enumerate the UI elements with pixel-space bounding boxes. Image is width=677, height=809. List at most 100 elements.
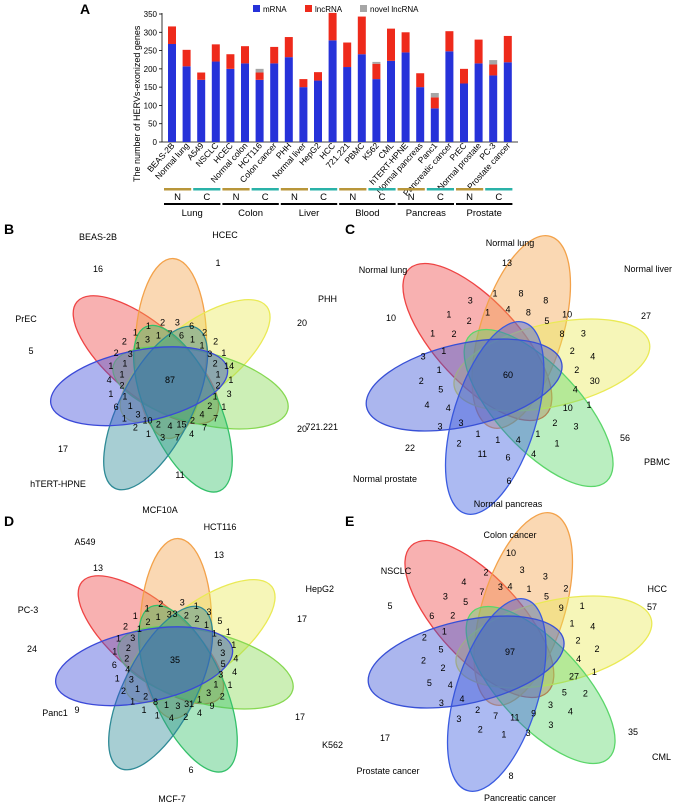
bar-mrna: [416, 87, 425, 142]
venn-region-count: 6: [505, 453, 510, 463]
venn-region-count: 1: [586, 400, 591, 410]
venn-region-count: 11: [478, 449, 487, 459]
y-tick-label: 300: [144, 28, 158, 37]
venn-region-count: 1: [142, 705, 147, 715]
venn-region-count: 2: [421, 656, 426, 666]
y-tick-label: 250: [144, 47, 158, 56]
venn-center-count: 87: [165, 375, 175, 385]
venn-unique-count: 57: [647, 602, 657, 612]
venn-region-count: 2: [184, 610, 189, 620]
venn-region-count: 1: [197, 695, 202, 705]
venn-region-count: 1: [501, 729, 506, 739]
venn-set-shape: [367, 615, 565, 709]
venn-set-label: hTERT-HPNE: [30, 479, 86, 489]
bar-mrna: [474, 63, 483, 142]
bar-lncrna: [343, 42, 352, 68]
normal-group-bar: [339, 188, 367, 191]
bar-mrna: [343, 67, 352, 142]
venn-set-shape: [444, 321, 545, 515]
bar-lncrna: [270, 46, 279, 64]
venn-region-count: 1: [122, 359, 127, 369]
venn-region-count: 5: [217, 616, 222, 626]
group-label: Lung: [182, 208, 203, 219]
venn-set-label: Pancreatic cancer: [484, 793, 556, 803]
venn-set-shape: [471, 235, 572, 429]
venn-region-count: 1: [190, 334, 195, 344]
panel-letter: C: [345, 221, 355, 237]
venn-region-count: 2: [419, 376, 424, 386]
venn-region-count: 2: [123, 621, 128, 631]
venn-set-label: PHH: [318, 294, 337, 304]
bar-lncrna: [328, 12, 337, 41]
venn-region-count: 2: [122, 337, 127, 347]
panel-letter: E: [345, 513, 354, 529]
venn-region-count: 2: [456, 438, 461, 448]
venn-set-label: PC-3: [18, 605, 39, 615]
venn-panels: B BEAS-2B HCEC PHH 721.221 MCF10A hTERT-HPNE Pr…: [4, 221, 672, 804]
venn-set-shape: [465, 605, 616, 765]
venn-set-label: HepG2: [305, 584, 334, 594]
bar-novel-lncrna: [430, 92, 439, 98]
venn-center-count: 97: [505, 647, 515, 657]
bar-lncrna: [211, 44, 220, 62]
venn-set-label: MCF-7: [158, 794, 186, 804]
bar-lncrna: [168, 26, 176, 44]
cancer-label: C: [495, 192, 502, 203]
bar-mrna: [241, 63, 249, 142]
venn-region-count: 1: [128, 401, 133, 411]
venn-unique-count: 5: [387, 601, 392, 611]
venn-region-count: 4: [169, 713, 174, 723]
group-underline: [397, 203, 454, 205]
venn-region-count: 3: [543, 571, 548, 581]
bar-mrna: [284, 57, 293, 143]
normal-group-bar: [456, 188, 484, 191]
venn-set-shape: [54, 626, 234, 707]
venn-region-count: 1: [442, 627, 447, 637]
cancer-group-bar: [251, 188, 279, 191]
venn-region-count: 2: [552, 418, 557, 428]
venn-region-count: 1: [441, 346, 446, 356]
venn-set-shape: [49, 346, 229, 427]
venn-region-count: 3: [135, 409, 140, 419]
venn-region-count: 2: [213, 337, 218, 347]
venn-region-count: 3: [129, 675, 134, 685]
venn-region-count: 3: [160, 432, 165, 442]
venn-region-count: 1: [133, 327, 138, 337]
venn-set-label: Colon cancer: [483, 530, 536, 540]
venn-region-count: 3: [548, 720, 553, 730]
venn-unique-count: 56: [620, 433, 630, 443]
venn-region-count: 5: [544, 316, 549, 326]
venn-set-label: Normal pancreas: [474, 499, 543, 509]
panel-a: A The number of HERVs-exonized genes 0 50…: [80, 1, 518, 219]
venn-region-count: 4: [573, 385, 578, 395]
venn-region-count: 2: [124, 654, 129, 664]
venn-unique-count: 13: [214, 550, 224, 560]
venn-region-count: 2: [202, 327, 207, 337]
venn-region-count: 1: [164, 700, 169, 710]
venn-region-count: 5: [544, 591, 549, 601]
venn-region-count: 8: [559, 329, 564, 339]
venn-region-count: 2: [121, 686, 126, 696]
venn-region-count: 1: [120, 369, 125, 379]
y-tick-label: 350: [144, 10, 158, 19]
y-tick-label: 200: [144, 65, 158, 74]
venn-region-count: 8: [526, 307, 531, 317]
venn-region-count: 2: [156, 420, 161, 430]
venn-region-count: 3: [520, 565, 525, 575]
venn-region-count: 3: [421, 352, 426, 362]
venn-region-count: 2: [478, 725, 483, 735]
venn-region-count: 3: [443, 592, 448, 602]
bar-lncrna: [460, 68, 468, 84]
bar-lncrna: [241, 46, 249, 64]
venn-unique-count: 6: [188, 765, 193, 775]
venn-region-count: 4: [507, 581, 512, 591]
venn-region-count: 1: [204, 620, 209, 630]
bar-mrna: [211, 61, 220, 142]
normal-label: N: [349, 192, 356, 203]
venn-region-count: 2: [213, 359, 218, 369]
venn-set-label: Normal lung: [359, 265, 408, 275]
venn-region-count: 3: [456, 714, 461, 724]
venn-region-count: 9: [559, 603, 564, 613]
